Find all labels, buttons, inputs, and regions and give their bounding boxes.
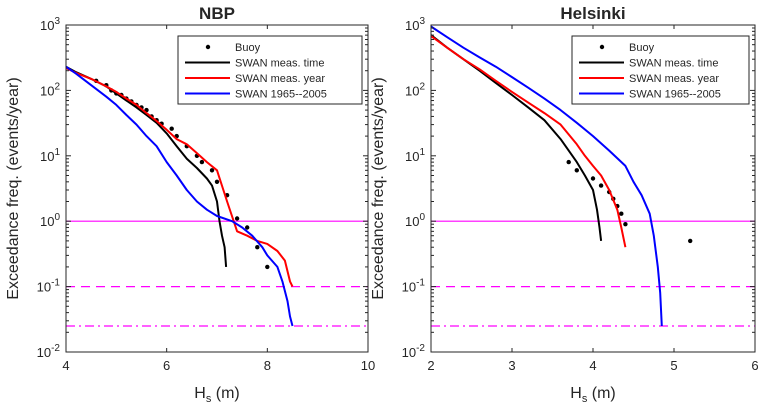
y-tick-base: 10 — [405, 83, 419, 98]
x-axis-label: Hs (m) — [194, 385, 240, 405]
y-tick-label: 10-2 — [402, 343, 426, 360]
legend: Buoy SWAN meas. time SWAN meas. year SWAN 1… — [177, 35, 363, 105]
data-point-buoy — [566, 159, 571, 165]
y-tick-label: 103 — [40, 16, 60, 33]
x-tick-label: 6 — [751, 358, 758, 373]
x-axis-label-subscript: s — [582, 393, 588, 405]
y-tick-label: 102 — [405, 81, 425, 98]
y-tick-exponent: 3 — [54, 16, 60, 27]
series-line-swan-1965-2005 — [66, 65, 294, 327]
x-axis-label: Hs (m) — [570, 385, 616, 405]
chart-title: Helsinki — [560, 4, 625, 23]
series-line-swan-meas-year — [431, 35, 627, 248]
data-point-buoy — [623, 222, 628, 227]
y-tick-exponent: 0 — [54, 212, 60, 223]
y-tick-label: 102 — [40, 81, 60, 98]
x-axis-label-main: H — [194, 385, 206, 402]
y-tick-exponent: -2 — [51, 343, 60, 354]
y-axis-label: Exceedance freq. (events/year) — [5, 77, 22, 299]
y-tick-base: 10 — [402, 280, 416, 295]
y-tick-base: 10 — [40, 83, 54, 98]
data-point-buoy — [590, 176, 596, 181]
legend-label-buoy: Buoy — [629, 42, 655, 54]
legend-label-swan-meas-year: SWAN meas. year — [235, 73, 325, 85]
data-point-buoy — [598, 183, 604, 188]
y-tick-base: 10 — [40, 149, 54, 164]
data-point-buoy — [619, 211, 624, 216]
y-tick-base: 10 — [40, 214, 54, 229]
y-tick-base: 10 — [37, 345, 51, 360]
y-tick-label: 103 — [405, 16, 425, 33]
y-tick-base: 10 — [405, 149, 419, 164]
data-point-buoy — [214, 179, 220, 184]
x-tick-label: 6 — [163, 358, 170, 373]
data-point-buoy — [234, 216, 240, 221]
x-tick-label: 8 — [264, 358, 271, 373]
data-point-buoy — [209, 168, 215, 173]
legend-swatch-buoy — [205, 44, 211, 50]
data-point-buoy — [169, 126, 174, 131]
y-tick-exponent: 1 — [54, 147, 60, 158]
legend-label-swan-1965-2005: SWAN 1965--2005 — [629, 89, 721, 101]
legend-label-swan-1965-2005: SWAN 1965--2005 — [235, 89, 327, 101]
y-tick-exponent: 1 — [419, 147, 425, 158]
x-tick-label: 4 — [62, 358, 69, 373]
y-tick-label: 100 — [40, 212, 60, 229]
y-tick-base: 10 — [405, 18, 419, 33]
y-tick-exponent: 0 — [419, 212, 425, 223]
axes-box — [65, 24, 369, 353]
y-tick-exponent: 3 — [419, 16, 425, 27]
y-tick-label: 101 — [40, 147, 60, 164]
y-tick-label: 100 — [405, 212, 425, 229]
x-axis-label-subscript: s — [206, 393, 212, 405]
data-point-buoy — [688, 238, 693, 244]
x-axis-label-unit: (m) — [211, 385, 239, 402]
legend: Buoy SWAN meas. time SWAN meas. year SWAN 1… — [571, 35, 750, 105]
legend-label-swan-meas-time: SWAN meas. time — [235, 58, 324, 70]
data-point-buoy — [265, 264, 270, 270]
plot-content — [66, 65, 368, 327]
x-axis-label-unit: (m) — [587, 385, 615, 402]
data-point-buoy — [199, 159, 205, 165]
x-tick-label: 2 — [427, 358, 434, 373]
y-axis-label: Exceedance freq. (events/year) — [370, 77, 387, 299]
y-tick-exponent: 2 — [54, 81, 60, 92]
y-tick-base: 10 — [402, 345, 416, 360]
x-tick-label: 5 — [670, 358, 677, 373]
plot-content — [431, 25, 755, 327]
data-point-buoy — [574, 168, 579, 173]
series-line-swan-meas-year — [66, 67, 294, 288]
legend-label-swan-meas-year: SWAN meas. year — [629, 73, 719, 85]
legend-label-swan-meas-time: SWAN meas. time — [629, 58, 718, 70]
y-tick-exponent: -1 — [416, 278, 425, 289]
x-tick-label: 10 — [361, 358, 375, 373]
y-tick-base: 10 — [405, 214, 419, 229]
y-tick-exponent: 2 — [419, 81, 425, 92]
legend-label-buoy: Buoy — [235, 42, 261, 54]
legend-swatch-buoy — [599, 44, 605, 50]
chart-title: NBP — [199, 4, 235, 23]
x-axis-label-main: H — [570, 385, 582, 402]
y-tick-label: 10-1 — [37, 278, 61, 295]
y-tick-base: 10 — [40, 18, 54, 33]
data-point-buoy — [245, 225, 250, 230]
series-line-swan-1965-2005 — [431, 25, 663, 327]
y-tick-base: 10 — [37, 280, 51, 295]
y-tick-label: 101 — [405, 147, 425, 164]
x-tick-label: 4 — [589, 358, 596, 373]
y-tick-exponent: -1 — [51, 278, 60, 289]
x-tick-label: 3 — [508, 358, 515, 373]
data-point-buoy — [255, 245, 260, 250]
y-tick-label: 10-1 — [402, 278, 426, 295]
y-tick-label: 10-2 — [37, 343, 61, 360]
y-tick-exponent: -2 — [416, 343, 425, 354]
